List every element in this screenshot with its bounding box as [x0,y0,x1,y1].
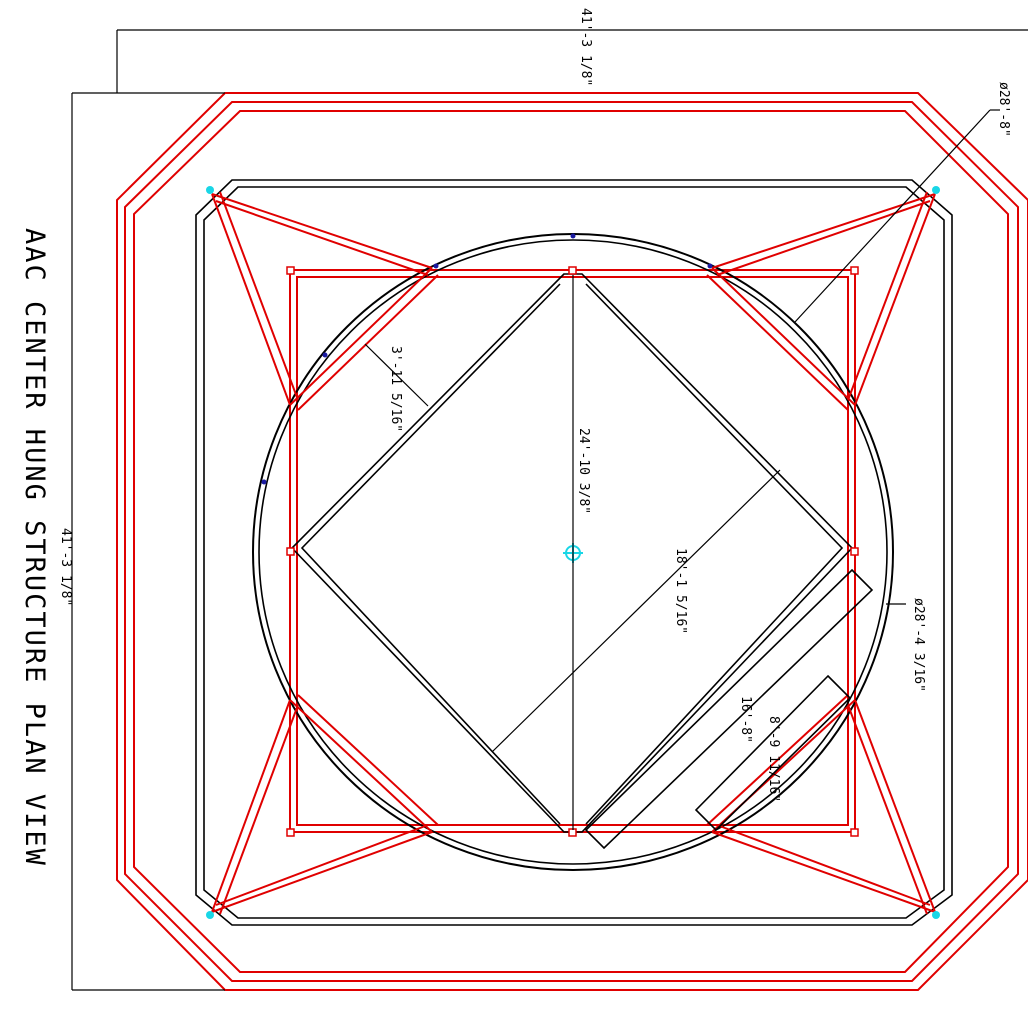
dim-overall-height: 41'-3 1/8" [58,528,73,606]
dim-ring-inner-diameter: ø28'-4 3/16" [911,598,926,692]
corner-markers [206,186,940,919]
outer-octagon-frame [116,92,1028,991]
inner-black-frame [195,179,953,926]
dim-corner-offset: 3'-11 5/16" [388,346,403,432]
dim-overall-width: 41'-3 1/8" [578,8,593,86]
drawing-title: AAC CENTER HUNG STRUCTURE PLAN VIEW [19,228,50,867]
dim-long-panel: 16'-8" [738,696,753,743]
dim-diamond-diagonal: 18'-1 5/16" [673,548,688,634]
dim-ring-outer-diameter: ø28'-8" [996,82,1011,137]
ring-nodes [261,233,713,485]
dimension-lines [71,29,1028,991]
panel-short [694,674,852,832]
corner-braces [211,191,936,915]
panel-long [584,568,874,850]
dim-center-span: 24'-10 3/8" [576,428,591,514]
truss-nodes [286,266,859,837]
dim-short-panel: 8'-9 11/16" [766,716,781,802]
